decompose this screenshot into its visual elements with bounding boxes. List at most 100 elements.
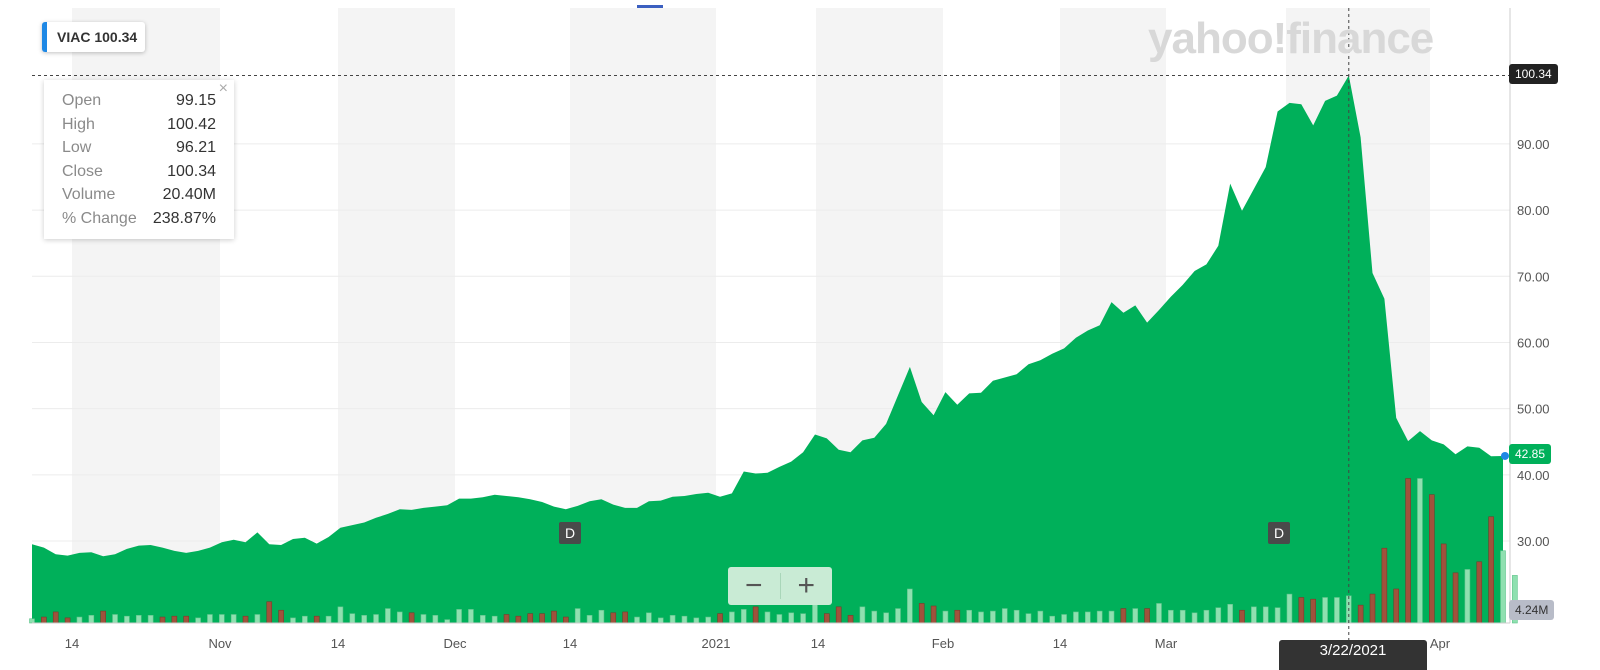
volume-bar xyxy=(883,612,889,624)
volume-bar xyxy=(349,613,356,624)
volume-bar xyxy=(479,615,486,624)
symbol-legend[interactable]: VIAC 100.34 xyxy=(42,22,146,52)
volume-bar xyxy=(266,601,273,624)
volume-bar xyxy=(112,614,118,624)
volume-bar xyxy=(1393,588,1400,624)
tooltip-value: 20.40M xyxy=(162,186,216,203)
volume-bar xyxy=(717,613,723,624)
volume-bar xyxy=(361,615,367,624)
volume-bar xyxy=(693,617,700,624)
volume-bar xyxy=(764,611,771,624)
zoom-in-button[interactable]: + xyxy=(797,569,816,602)
volume-bar xyxy=(990,610,996,624)
volume-bar xyxy=(1251,606,1257,624)
dividend-marker[interactable]: D xyxy=(1268,522,1290,544)
volume-bar xyxy=(859,606,866,624)
volume-bar xyxy=(646,612,652,624)
volume-bar xyxy=(871,610,878,624)
close-icon[interactable]: × xyxy=(218,80,228,97)
x-tick-label: 14 xyxy=(811,636,825,651)
volume-bar xyxy=(29,618,35,624)
volume-bar xyxy=(1227,603,1233,624)
tooltip-key: % Change xyxy=(62,209,137,227)
y-tick-label: 60.00 xyxy=(1517,335,1550,350)
volume-bar xyxy=(278,609,284,624)
volume-bar xyxy=(895,608,901,624)
tooltip-value: 100.42 xyxy=(167,115,216,133)
yahoo-finance-logo: yahoo!finance xyxy=(1148,14,1434,63)
volume-bar xyxy=(740,609,747,624)
volume-bar xyxy=(456,609,462,624)
volume-bar xyxy=(1096,610,1103,624)
range-indicator xyxy=(637,5,663,8)
tooltip-key: Close xyxy=(62,162,103,180)
volume-bar xyxy=(230,614,237,624)
y-tick-label: 90.00 xyxy=(1517,137,1550,152)
x-tick-label: 14 xyxy=(1053,636,1067,651)
dividend-marker[interactable]: D xyxy=(559,522,581,544)
volume-bar xyxy=(622,611,628,624)
volume-bar xyxy=(966,609,972,624)
legend-color-bar xyxy=(42,22,47,52)
volume-bar xyxy=(800,613,806,624)
volume-bar xyxy=(337,606,344,624)
x-tick-label: Apr xyxy=(1430,636,1451,651)
x-tick-label: Nov xyxy=(208,636,232,651)
volume-bar xyxy=(1417,478,1423,624)
tooltip-value: 99.15 xyxy=(175,92,216,109)
volume-bar xyxy=(1310,598,1316,624)
volume-bar xyxy=(657,617,664,624)
x-tick-label: Dec xyxy=(443,636,467,651)
volume-bar xyxy=(420,614,427,624)
x-tick-label: 14 xyxy=(65,636,79,651)
volume-bar xyxy=(1191,612,1198,624)
volume-bar xyxy=(135,615,142,624)
volume-bar xyxy=(1298,597,1305,624)
tooltip-row-change: % Change 238.87% xyxy=(62,207,216,231)
volume-bar xyxy=(159,616,166,624)
volume-bar xyxy=(942,610,949,624)
y-tick-label: 70.00 xyxy=(1517,269,1550,284)
volume-bar xyxy=(290,617,296,624)
volume-bar xyxy=(669,615,676,624)
zoom-control: − + xyxy=(728,567,832,605)
volume-bar xyxy=(41,616,47,624)
volume-bar xyxy=(468,609,474,624)
volume-bar xyxy=(325,615,332,624)
zoom-out-button[interactable]: − xyxy=(744,569,763,602)
volume-bar xyxy=(219,614,225,624)
tooltip-row-open: Open 99.15 xyxy=(62,89,216,113)
volume-bar xyxy=(88,615,95,624)
volume-bar xyxy=(373,614,379,624)
volume-bar xyxy=(1464,569,1471,624)
volume-bar xyxy=(824,613,830,624)
volume-bar xyxy=(1156,603,1162,624)
volume-bar xyxy=(1429,494,1435,624)
tooltip-value: 96.21 xyxy=(175,139,216,156)
ohlc-tooltip: × Open 99.15 High 100.42 Low 96.21 Close 100… xyxy=(44,80,234,239)
volume-bar xyxy=(705,616,711,624)
volume-bar xyxy=(1440,543,1447,624)
volume-bar xyxy=(1357,604,1364,624)
volume-bar xyxy=(551,610,557,624)
volume-bar xyxy=(978,611,984,624)
volume-bar xyxy=(1108,610,1115,624)
crosshair-price-badge: 100.34 xyxy=(1509,64,1558,84)
volume-bars xyxy=(29,478,1518,624)
volume-bar xyxy=(1405,478,1411,624)
volume-bar xyxy=(432,615,439,624)
x-tick-label: Feb xyxy=(932,636,954,651)
tooltip-value: 100.34 xyxy=(167,162,216,180)
volume-bar xyxy=(907,588,913,624)
volume-bar xyxy=(242,615,249,624)
volume-bar xyxy=(302,615,308,624)
volume-bar xyxy=(52,611,59,624)
volume-bar xyxy=(396,611,403,624)
volume-bar xyxy=(491,615,498,624)
crosshair-date-badge: 3/22/2021 xyxy=(1279,640,1427,670)
symbol-label: VIAC 100.34 xyxy=(57,29,138,45)
volume-bar xyxy=(1262,606,1269,624)
volume-bar xyxy=(147,615,154,624)
volume-bar xyxy=(408,612,415,624)
